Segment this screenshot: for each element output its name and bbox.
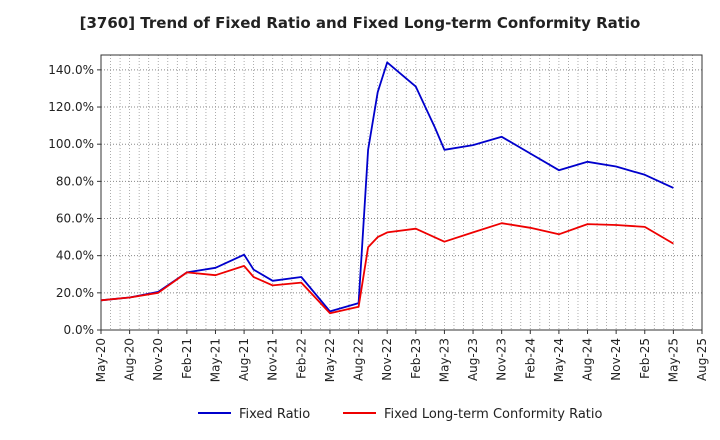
y-tick-label: 120.0% <box>48 100 94 114</box>
plot-border <box>100 54 703 331</box>
x-tick-label: Feb-22 <box>294 338 308 379</box>
x-tick-label: May-20 <box>94 338 108 382</box>
y-tick-label: 80.0% <box>56 174 94 188</box>
legend: Fixed Ratio Fixed Long-term Conformity Ra… <box>198 407 603 422</box>
x-tick-label: Aug-20 <box>123 338 137 381</box>
x-tick-label: May-22 <box>323 338 337 382</box>
x-tick-label: May-23 <box>437 338 451 382</box>
y-tick-label: 0.0% <box>64 323 95 337</box>
series-line-fixed-long-term-conformity-ratio <box>100 222 674 315</box>
x-tick-label: Aug-21 <box>237 338 251 381</box>
y-tick-label: 20.0% <box>56 286 94 300</box>
y-tick-label: 60.0% <box>56 212 94 226</box>
grid-lines <box>101 55 702 330</box>
x-tick-label: Nov-24 <box>609 338 623 381</box>
x-tick-label: Nov-20 <box>151 338 165 381</box>
x-tick-label: Feb-25 <box>638 338 652 379</box>
y-tick-label: 140.0% <box>48 63 94 77</box>
chart-title: [3760] Trend of Fixed Ratio and Fixed Lo… <box>79 14 641 32</box>
x-axis-ticks: May-20 Aug-20 Nov-20 Feb-21 May-21 Aug-21 Nov-… <box>94 330 709 382</box>
plot-area <box>101 55 702 330</box>
x-tick-label: Aug-24 <box>581 338 595 381</box>
x-tick-label: May-25 <box>666 338 680 382</box>
y-tick-label: 100.0% <box>48 137 94 151</box>
legend-label: Fixed Long-term Conformity Ratio <box>384 407 603 422</box>
y-axis-ticks: 0.0% 20.0% 40.0% 60.0% 80.0% 100.0% 120.0% 140.… <box>48 63 101 337</box>
x-tick-label: Feb-24 <box>523 338 537 379</box>
x-tick-label: May-24 <box>552 338 566 382</box>
x-tick-label: Aug-22 <box>352 338 366 381</box>
x-tick-label: Aug-25 <box>695 338 709 381</box>
x-tick-label: Aug-23 <box>466 338 480 381</box>
x-tick-label: Nov-22 <box>380 338 394 381</box>
legend-label: Fixed Ratio <box>239 407 310 422</box>
series-line-fixed-ratio <box>100 61 674 313</box>
x-tick-label: Feb-21 <box>180 338 194 379</box>
x-tick-label: Nov-23 <box>495 338 509 381</box>
x-tick-label: May-21 <box>208 338 222 382</box>
x-tick-label: Nov-21 <box>266 338 280 381</box>
x-tick-label: Feb-23 <box>409 338 423 379</box>
y-tick-label: 40.0% <box>56 249 94 263</box>
series-lines <box>100 61 674 315</box>
